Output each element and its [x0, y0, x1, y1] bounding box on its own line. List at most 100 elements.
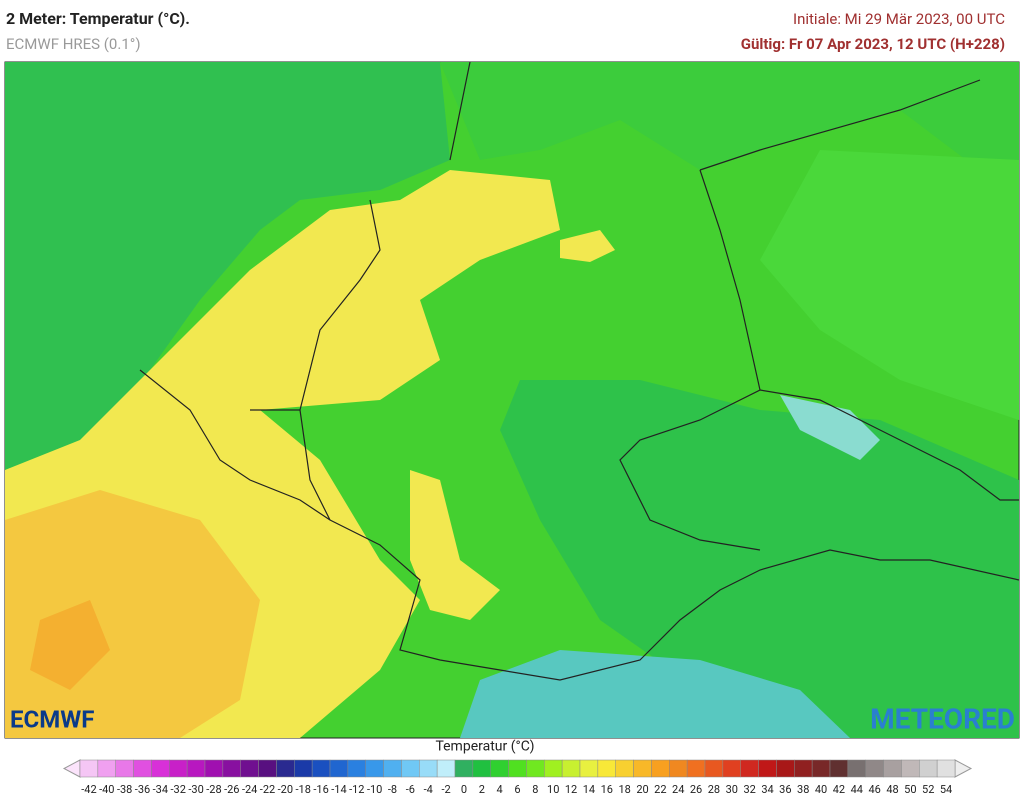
- colorbar-label: 36: [779, 783, 791, 796]
- colorbar-swatch: [936, 759, 956, 778]
- colorbar-swatch: [329, 759, 349, 778]
- colorbar-swatch: [865, 759, 884, 778]
- colorbar-swatch: [79, 759, 99, 778]
- colorbar-label: 16: [601, 783, 613, 796]
- colorbar-label: -22: [260, 783, 275, 796]
- colorbar-label: 42: [833, 783, 845, 796]
- colorbar-swatch: [454, 759, 474, 778]
- colorbar-low-arrow: [62, 759, 81, 778]
- colorbar-swatch: [597, 759, 616, 778]
- colorbar-swatch: [526, 759, 545, 778]
- colorbar-label: -34: [153, 783, 168, 796]
- colorbar-label: 6: [514, 783, 520, 796]
- title: 2 Meter: Temperatur (°C).: [6, 9, 190, 28]
- colorbar-swatch: [151, 759, 170, 778]
- init-time: Initiale: Mi 29 Mär 2023, 00 UTC: [793, 10, 1005, 28]
- colorbar-label: -4: [424, 783, 433, 796]
- colorbar-high-arrow: [954, 759, 973, 778]
- logo-left: ECMWF: [10, 705, 94, 733]
- colorbar-swatch: [490, 759, 509, 778]
- colorbar-label: -2: [441, 783, 450, 796]
- colorbar-label: 54: [940, 783, 952, 796]
- colorbar-swatch: [365, 759, 384, 778]
- colorbar-swatch: [186, 759, 206, 778]
- colorbar-swatch: [544, 759, 563, 778]
- colorbar-swatch: [579, 759, 599, 778]
- colorbar-label: -30: [188, 783, 203, 796]
- colorbar-swatch: [294, 759, 313, 778]
- colorbar-swatch: [222, 759, 241, 778]
- map: [4, 61, 1020, 739]
- colorbar-swatch: [508, 759, 527, 778]
- colorbar-label: -24: [242, 783, 257, 796]
- valid-time: Gültig: Fr 07 Apr 2023, 12 UTC (H+228): [741, 35, 1005, 53]
- colorbar-label: 44: [851, 783, 863, 796]
- colorbar-label: -28: [206, 783, 221, 796]
- colorbar-label: 32: [743, 783, 755, 796]
- colorbar-swatch: [169, 759, 188, 778]
- colorbar-label: 4: [497, 783, 503, 796]
- colorbar-label: -16: [313, 783, 328, 796]
- colorbar-label: -32: [171, 783, 186, 796]
- colorbar-label: 2: [479, 783, 485, 796]
- colorbar-swatch: [276, 759, 295, 778]
- colorbar-label: 14: [583, 783, 595, 796]
- colorbar-label: 52: [922, 783, 934, 796]
- colorbar-swatch: [258, 759, 277, 778]
- colorbar-swatch: [115, 759, 134, 778]
- colorbar-label: 28: [708, 783, 720, 796]
- colorbar-swatch: [97, 759, 116, 778]
- colorbar-swatch: [811, 759, 831, 778]
- colorbar-swatch: [204, 759, 224, 778]
- colorbar-swatch: [615, 759, 634, 778]
- colorbar-swatch: [472, 759, 491, 778]
- colorbar-label: -40: [99, 783, 114, 796]
- colorbar-swatch: [776, 759, 795, 778]
- colorbar-label: -8: [388, 783, 397, 796]
- model: ECMWF HRES (0.1°): [6, 35, 141, 53]
- colorbar-swatch: [240, 759, 259, 778]
- colorbar-label: 46: [868, 783, 880, 796]
- colorbar-swatch: [883, 759, 902, 778]
- colorbar-swatch: [794, 759, 813, 778]
- colorbar-label: 30: [726, 783, 738, 796]
- colorbar-label: -6: [406, 783, 415, 796]
- colorbar-label: -36: [135, 783, 150, 796]
- colorbar-swatch: [740, 759, 759, 778]
- colorbar-swatch: [419, 759, 438, 778]
- colorbar-label: 12: [565, 783, 577, 796]
- colorbar-swatch: [704, 759, 724, 778]
- colorbar-swatch: [919, 759, 938, 778]
- colorbar-swatch: [829, 759, 849, 778]
- colorbar-title: Temperatur (°C): [435, 739, 534, 755]
- colorbar-label: 34: [761, 783, 773, 796]
- colorbar-label: 18: [618, 783, 630, 796]
- colorbar-swatch: [722, 759, 741, 778]
- colorbar-swatch: [133, 759, 152, 778]
- colorbar-label: 38: [797, 783, 809, 796]
- colorbar-swatch: [633, 759, 652, 778]
- colorbar-swatch: [401, 759, 420, 778]
- logo-right: METEORED: [870, 702, 1015, 735]
- colorbar-label: 50: [904, 783, 916, 796]
- colorbar-label: -14: [331, 783, 346, 796]
- colorbar-swatch: [651, 759, 670, 778]
- colorbar-label: -18: [296, 783, 311, 796]
- colorbar-label: 0: [461, 783, 467, 796]
- colorbar-swatch: [758, 759, 777, 778]
- colorbar-swatch: [383, 759, 402, 778]
- colorbar-label: 10: [547, 783, 559, 796]
- colorbar-swatch: [669, 759, 688, 778]
- colorbar-label: 48: [886, 783, 898, 796]
- colorbar-label: 20: [636, 783, 648, 796]
- colorbar-swatch: [686, 759, 706, 778]
- colorbar-label: 22: [654, 783, 666, 796]
- colorbar-swatch: [847, 759, 866, 778]
- colorbar-label: -20: [278, 783, 293, 796]
- colorbar-label: -42: [81, 783, 96, 796]
- colorbar-label: 26: [690, 783, 702, 796]
- colorbar-label: -38: [117, 783, 132, 796]
- colorbar-label: -12: [349, 783, 364, 796]
- colorbar-label: 8: [532, 783, 538, 796]
